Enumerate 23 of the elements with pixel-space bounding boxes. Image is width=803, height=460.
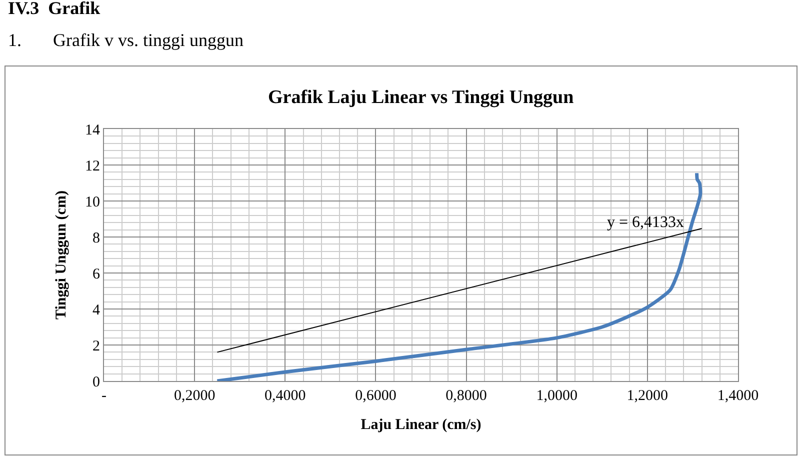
y-tick-label: 6 xyxy=(92,266,100,282)
y-tick-label: 4 xyxy=(92,302,100,318)
x-tick-label: 0,8000 xyxy=(446,388,487,404)
x-tick-label: 0,2000 xyxy=(174,388,216,404)
chart-title: Grafik Laju Linear vs Tinggi Unggun xyxy=(268,87,574,108)
text: 1. Grafik v vs. tinggi unggun xyxy=(8,30,244,50)
text: IV.3 Grafik xyxy=(8,0,100,18)
x-tick-label: 1,2000 xyxy=(626,388,668,404)
y-tick-label: 10 xyxy=(85,194,100,210)
x-tick-label: 1,0000 xyxy=(536,388,578,404)
x-tick-label: - xyxy=(102,388,106,404)
y-tick-label: 2 xyxy=(92,338,100,354)
y-tick-label: 8 xyxy=(92,230,100,246)
y-tick-label: 12 xyxy=(85,158,100,174)
x-tick-label: 0,4000 xyxy=(264,388,306,404)
annotation: y = 6,4133x xyxy=(607,214,684,231)
y-tick-label: 0 xyxy=(92,374,100,390)
line-series xyxy=(215,171,702,381)
x-tick-label: 0,6000 xyxy=(355,388,396,404)
y-tick-label: 14 xyxy=(85,122,100,138)
y-axis-title: Tinggi Unggun (cm) xyxy=(53,190,70,320)
x-tick-label: 1,4000 xyxy=(717,388,759,404)
x-axis-title: Laju Linear (cm/s) xyxy=(360,417,482,433)
